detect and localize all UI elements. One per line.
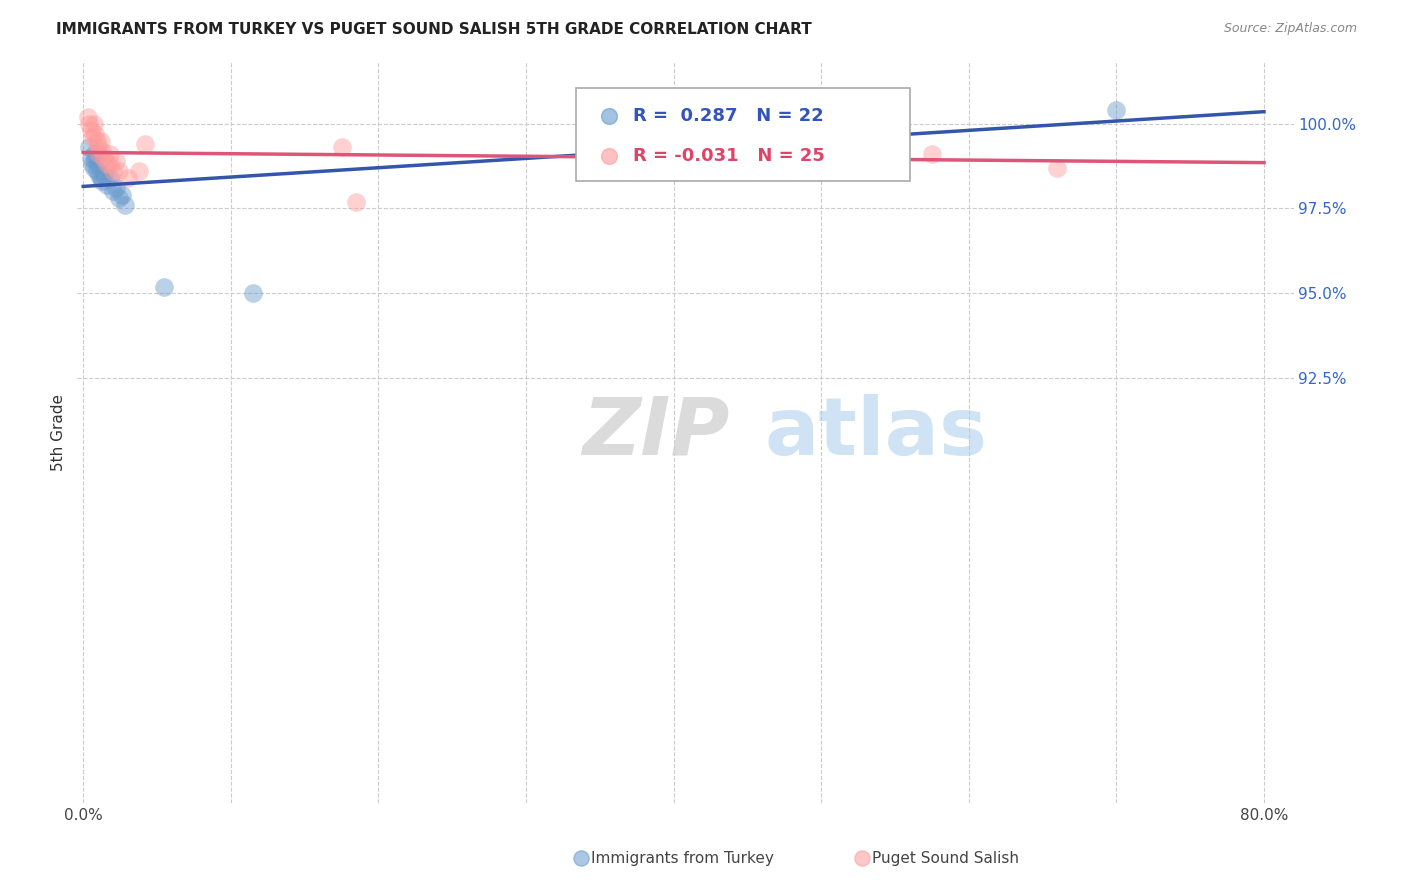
Point bbox=[79, 123, 101, 137]
Point bbox=[89, 168, 111, 182]
FancyBboxPatch shape bbox=[576, 88, 911, 181]
Point bbox=[80, 130, 103, 145]
Point bbox=[83, 117, 105, 131]
Point bbox=[921, 147, 943, 161]
Point bbox=[101, 185, 124, 199]
Point bbox=[83, 161, 105, 175]
Point bbox=[101, 164, 124, 178]
Point bbox=[107, 191, 129, 205]
Point bbox=[84, 127, 107, 141]
Point bbox=[77, 117, 100, 131]
Point bbox=[86, 164, 108, 178]
Point bbox=[90, 134, 112, 148]
Point bbox=[104, 153, 127, 168]
Point bbox=[87, 157, 110, 171]
Point bbox=[128, 164, 150, 178]
Text: R =  0.287   N = 22: R = 0.287 N = 22 bbox=[633, 107, 824, 125]
Point bbox=[84, 153, 107, 168]
Point bbox=[86, 134, 108, 148]
Point bbox=[104, 181, 127, 195]
Text: atlas: atlas bbox=[765, 393, 987, 472]
Point bbox=[153, 279, 176, 293]
Point bbox=[93, 151, 115, 165]
Point bbox=[98, 147, 121, 161]
Point bbox=[96, 157, 118, 171]
Point bbox=[76, 110, 98, 124]
Point bbox=[1105, 103, 1128, 117]
Point bbox=[77, 140, 100, 154]
Point bbox=[117, 170, 139, 185]
Point bbox=[242, 286, 264, 301]
Point bbox=[89, 147, 111, 161]
Point bbox=[90, 170, 112, 185]
Point bbox=[134, 136, 156, 151]
Text: Immigrants from Turkey: Immigrants from Turkey bbox=[591, 851, 773, 865]
Point bbox=[330, 140, 353, 154]
Text: Puget Sound Salish: Puget Sound Salish bbox=[872, 851, 1019, 865]
Point bbox=[79, 151, 101, 165]
Y-axis label: 5th Grade: 5th Grade bbox=[51, 394, 66, 471]
Point bbox=[344, 194, 367, 209]
Text: ZIP: ZIP bbox=[582, 393, 730, 472]
Point bbox=[87, 140, 110, 154]
Point bbox=[98, 157, 121, 171]
Point bbox=[83, 147, 105, 161]
Point bbox=[569, 851, 592, 865]
Text: IMMIGRANTS FROM TURKEY VS PUGET SOUND SALISH 5TH GRADE CORRELATION CHART: IMMIGRANTS FROM TURKEY VS PUGET SOUND SA… bbox=[56, 22, 813, 37]
Point bbox=[114, 198, 136, 212]
Text: Source: ZipAtlas.com: Source: ZipAtlas.com bbox=[1223, 22, 1357, 36]
Point bbox=[1046, 161, 1069, 175]
Point bbox=[98, 170, 121, 185]
Point bbox=[80, 157, 103, 171]
Point bbox=[110, 187, 132, 202]
Point bbox=[91, 174, 114, 188]
Point bbox=[96, 178, 118, 192]
Point bbox=[93, 168, 115, 182]
Point bbox=[91, 144, 114, 158]
Text: R = -0.031   N = 25: R = -0.031 N = 25 bbox=[633, 147, 825, 165]
Point bbox=[851, 851, 873, 865]
Point bbox=[107, 164, 129, 178]
